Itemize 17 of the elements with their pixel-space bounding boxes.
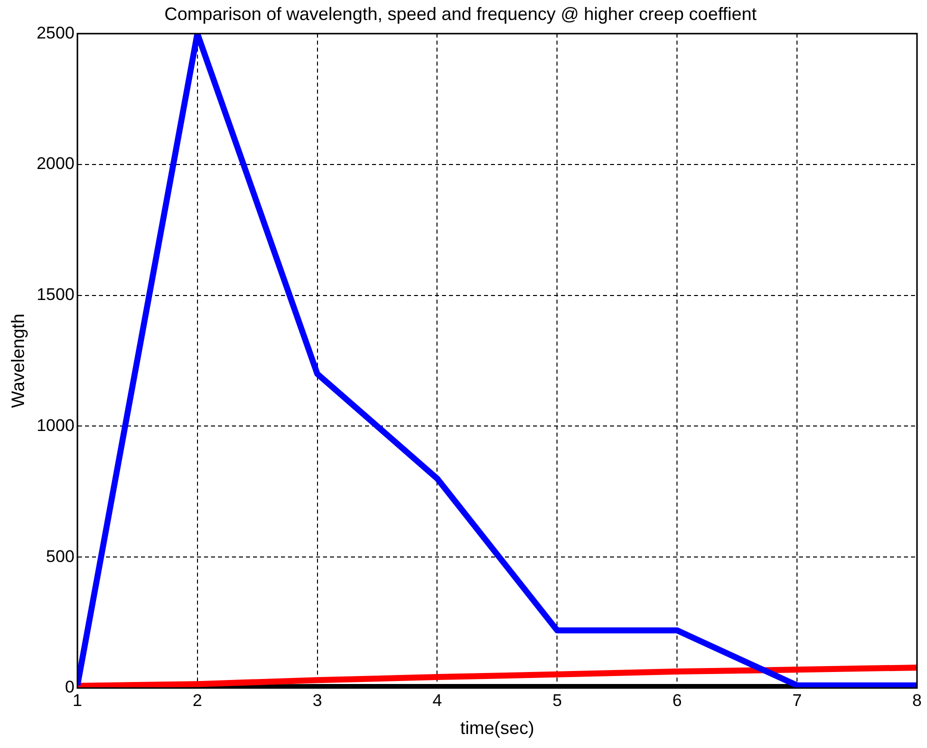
y-tick-label: 0 bbox=[64, 678, 74, 697]
x-tick-label: 8 bbox=[912, 690, 922, 710]
x-tick-label: 6 bbox=[672, 690, 682, 710]
y-tick-label: 1000 bbox=[36, 416, 74, 435]
x-tick-label: 3 bbox=[312, 690, 322, 710]
y-axis-title: Wavelength bbox=[8, 314, 28, 408]
y-tick-label: 2500 bbox=[36, 23, 74, 42]
x-tick-label: 1 bbox=[72, 690, 82, 710]
x-tick-label: 4 bbox=[432, 690, 442, 710]
x-tick-label: 5 bbox=[552, 690, 562, 710]
y-tick-label: 2000 bbox=[36, 154, 74, 174]
chart-title: Comparison of wavelength, speed and frequency @ higher creep coeffient bbox=[164, 4, 757, 24]
y-tick-label: 1500 bbox=[36, 285, 74, 304]
x-tick-label: 7 bbox=[792, 690, 802, 710]
x-tick-label: 2 bbox=[192, 690, 202, 710]
x-axis-title: time(sec) bbox=[460, 718, 534, 738]
y-tick-label: 500 bbox=[46, 546, 74, 566]
